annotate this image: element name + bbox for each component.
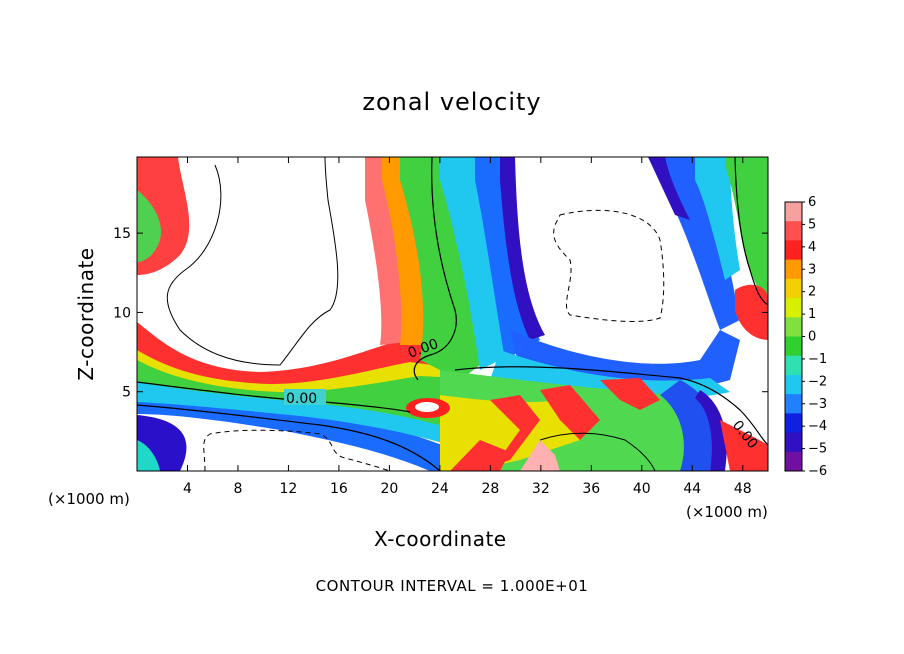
- solid-contour-lower-middle: [539, 432, 656, 471]
- zero-contour-plume: [413, 157, 457, 381]
- y-tick-label-0: 5: [122, 385, 131, 401]
- colorbar-swatch-13: [785, 451, 802, 472]
- colorbar-swatch-10: [785, 394, 802, 414]
- colorbar-swatch-3: [785, 259, 802, 280]
- colorbar-label-8: −2: [808, 374, 827, 389]
- colorbar-swatch-8: [785, 355, 802, 376]
- colorbar-label-1: 5: [808, 217, 816, 232]
- x-tick-label-5: 24: [431, 481, 449, 497]
- field-red-streak-1: [490, 395, 540, 465]
- zero-contour-right-edge: [734, 157, 768, 306]
- x-tick-label-4: 20: [380, 481, 398, 497]
- dashed-contour-upper-right: [553, 209, 665, 322]
- field-cyan-band-left: [137, 382, 460, 448]
- field-purple-curl-right: [695, 390, 727, 471]
- field-white-eddy: [415, 402, 439, 412]
- x-tick-label-8: 36: [582, 481, 600, 497]
- colorbar-swatch-0: [785, 202, 802, 222]
- field-red-lower-right: [720, 420, 768, 471]
- x-tick-label-1: 8: [233, 481, 242, 497]
- field-cyan-edge-upper-right: [695, 157, 740, 280]
- colorbar-swatch-11: [785, 413, 802, 434]
- colorbar-swatch-2: [785, 240, 802, 261]
- colorbar-swatch-4: [785, 278, 802, 299]
- plot-frame: [136, 156, 769, 472]
- field-blue-band-left: [137, 392, 470, 471]
- x-tick-label-7: 32: [532, 481, 550, 497]
- field-green-blob-upper-left: [137, 190, 161, 262]
- x-tick-label-2: 12: [280, 481, 298, 497]
- colorbar-swatch-5: [785, 298, 802, 318]
- field-cyan-corner-left: [137, 440, 160, 471]
- x-unit-label-left: (×1000 m): [48, 490, 130, 508]
- zero-contour-middle: [454, 366, 768, 446]
- field-purple-plume-edge: [500, 157, 545, 340]
- colorbar-label-11: −5: [808, 442, 827, 457]
- y-axis-label: Z-coordinate: [74, 247, 98, 381]
- colorbar-label-4: 2: [808, 285, 816, 300]
- field-red-edge-right: [735, 284, 768, 340]
- colorbar-swatch-7: [785, 336, 802, 357]
- x-tick-label-0: 4: [183, 481, 192, 497]
- colorbar-swatch-6: [785, 317, 802, 337]
- zero-contour-bottom-left: [137, 404, 441, 471]
- colorbar-swatch-12: [785, 432, 802, 453]
- colorbar-label-9: −3: [808, 397, 827, 412]
- colorbar-label-3: 3: [808, 262, 816, 277]
- x-tick-label-9: 40: [633, 481, 651, 497]
- dashed-contour-lower-left: [203, 429, 391, 471]
- y-tick-label-2: 15: [113, 226, 131, 242]
- colorbar-label-12: −6: [808, 464, 827, 479]
- x-tick-label-3: 16: [330, 481, 348, 497]
- field-purple-edge-upper-right: [648, 157, 690, 220]
- contour-label-0: 0.00: [286, 391, 317, 407]
- colorbar-label-5: 1: [808, 307, 816, 322]
- x-tick-label-11: 48: [734, 481, 752, 497]
- x-tick-label-6: 28: [481, 481, 499, 497]
- field-pink-patch: [520, 440, 560, 471]
- colorbar-swatch-1: [785, 221, 802, 241]
- solid-contour-upper-left: [166, 157, 339, 366]
- contour-field: 0.00 0.00 0.00: [137, 157, 768, 471]
- field-red-streak-3: [600, 378, 660, 410]
- colorbar-label-2: 4: [808, 240, 816, 255]
- colorbar-label-0: 6: [808, 195, 816, 210]
- y-tick-label-1: 10: [113, 305, 131, 321]
- colorbar: 6 5 4 3 2 1 0 −1 −2 −3 −4 −5 −6: [784, 195, 827, 479]
- colorbar-label-7: −1: [808, 352, 827, 367]
- contour-interval-note: CONTOUR INTERVAL = 1.000E+01: [315, 577, 589, 595]
- colorbar-label-6: 0: [808, 330, 816, 345]
- colorbar-swatch-9: [785, 374, 802, 395]
- x-axis-label: X-coordinate: [374, 527, 507, 551]
- x-unit-label-right: (×1000 m): [686, 503, 768, 521]
- x-tick-label-10: 44: [683, 481, 701, 497]
- chart-title: zonal velocity: [362, 88, 542, 116]
- field-red-streak-2: [540, 385, 600, 440]
- colorbar-label-10: −4: [808, 419, 827, 434]
- field-red-streak-4: [450, 440, 510, 471]
- field-green-edge-upper-right: [725, 157, 768, 300]
